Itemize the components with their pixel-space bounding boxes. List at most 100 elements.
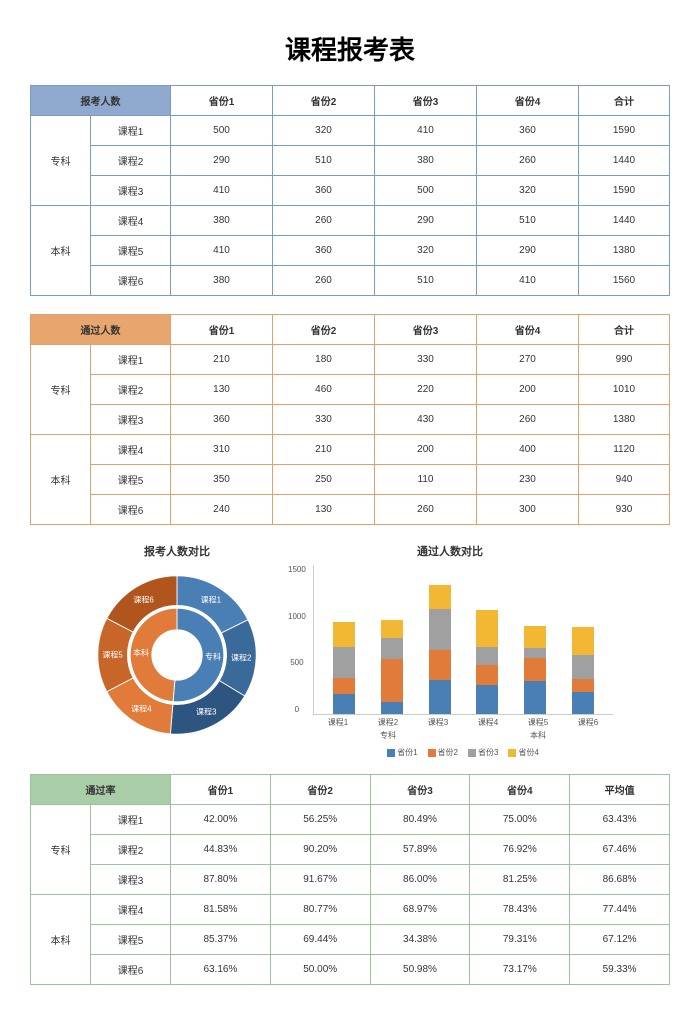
bar-segment (429, 585, 451, 609)
bar-column (522, 626, 548, 714)
cell: 85.37% (171, 925, 271, 955)
cell: 180 (273, 345, 375, 375)
cell: 510 (477, 206, 579, 236)
cell: 430 (375, 405, 477, 435)
cell: 87.80% (171, 865, 271, 895)
row-label: 课程2 (91, 835, 171, 865)
cell: 380 (171, 206, 273, 236)
bar-x-label: 课程3 (428, 717, 448, 728)
col-head: 合计 (579, 315, 670, 345)
bar-group-label: 本科 (463, 730, 613, 741)
legend-item: 省份3 (468, 747, 498, 758)
bar-segment (429, 650, 451, 681)
bar-segment (381, 638, 403, 659)
bar-segment (476, 610, 498, 647)
cell: 200 (375, 435, 477, 465)
charts-row: 报考人数对比 课程1课程2课程3课程4课程5课程6专科本科 通过人数对比 150… (30, 543, 670, 758)
cell: 410 (171, 236, 273, 266)
cell: 56.25% (270, 805, 370, 835)
col-head: 合计 (579, 86, 670, 116)
table-row: 课程33603304302601380 (31, 405, 670, 435)
cell: 63.43% (570, 805, 670, 835)
donut-slice-label: 课程1 (201, 595, 221, 606)
bar-segment (572, 679, 594, 691)
cell: 50.00% (270, 955, 370, 985)
col-head: 省份3 (370, 775, 470, 805)
row-category: 本科 (31, 435, 91, 525)
col-head: 省份1 (171, 775, 271, 805)
cell: 290 (171, 146, 273, 176)
table-row: 课程22905103802601440 (31, 146, 670, 176)
bar-x-label: 课程4 (478, 717, 498, 728)
cell: 69.44% (270, 925, 370, 955)
cell: 1590 (579, 176, 670, 206)
bar-segment (524, 681, 546, 714)
bar-segment (476, 665, 498, 685)
row-category: 本科 (31, 206, 91, 296)
bar-segment (333, 678, 355, 695)
table-row: 课程21304602202001010 (31, 375, 670, 405)
cell: 260 (273, 266, 375, 296)
row-label: 课程4 (91, 895, 171, 925)
row-label: 课程1 (91, 805, 171, 835)
table-row: 课程34103605003201590 (31, 176, 670, 206)
cell: 350 (171, 465, 273, 495)
cell: 360 (273, 236, 375, 266)
row-label: 课程3 (91, 176, 171, 206)
bar-chart: 通过人数对比 150010005000 课程1课程2课程3课程4课程5课程6 专… (287, 543, 613, 758)
table-header-label: 通过率 (31, 775, 171, 805)
bar-column (379, 620, 405, 714)
cell: 81.58% (171, 895, 271, 925)
bar-segment (476, 685, 498, 714)
bar-segment (572, 655, 594, 679)
table-row: 课程663.16%50.00%50.98%73.17%59.33% (31, 955, 670, 985)
table-header-label: 报考人数 (31, 86, 171, 116)
cell: 76.92% (470, 835, 570, 865)
cell: 940 (579, 465, 670, 495)
cell: 410 (375, 116, 477, 146)
cell: 320 (477, 176, 579, 206)
cell: 78.43% (470, 895, 570, 925)
cell: 360 (273, 176, 375, 206)
bar-y-tick: 500 (288, 658, 306, 667)
bar-x-label: 课程5 (528, 717, 548, 728)
table-row: 课程54103603202901380 (31, 236, 670, 266)
cell: 34.38% (370, 925, 470, 955)
bar-segment (333, 647, 355, 678)
cell: 80.77% (270, 895, 370, 925)
legend-item: 省份2 (428, 747, 458, 758)
cell: 290 (375, 206, 477, 236)
row-label: 课程3 (91, 865, 171, 895)
cell: 300 (477, 495, 579, 525)
row-label: 课程4 (91, 435, 171, 465)
row-category: 专科 (31, 116, 91, 206)
col-head: 省份3 (375, 315, 477, 345)
bar-segment (381, 620, 403, 639)
donut-slice-label: 课程2 (231, 652, 251, 663)
table-row: 专科课程1210180330270990 (31, 345, 670, 375)
row-label: 课程2 (91, 146, 171, 176)
legend-item: 省份1 (387, 747, 417, 758)
row-label: 课程5 (91, 236, 171, 266)
bar-segment (333, 694, 355, 714)
cell: 75.00% (470, 805, 570, 835)
col-head: 省份2 (270, 775, 370, 805)
table-passed: 通过人数省份1省份2省份3省份4合计专科课程1210180330270990课程… (30, 314, 670, 525)
cell: 1380 (579, 236, 670, 266)
table-row: 课程63802605104101560 (31, 266, 670, 296)
cell: 110 (375, 465, 477, 495)
cell: 1560 (579, 266, 670, 296)
bar-x-label: 课程2 (378, 717, 398, 728)
cell: 360 (477, 116, 579, 146)
legend-item: 省份4 (508, 747, 538, 758)
bar-segment (572, 627, 594, 655)
table-passrate: 通过率省份1省份2省份3省份4平均值专科课程142.00%56.25%80.49… (30, 774, 670, 985)
cell: 510 (375, 266, 477, 296)
cell: 330 (273, 405, 375, 435)
bar-segment (524, 648, 546, 658)
bar-column (331, 622, 357, 714)
bar-segment (429, 609, 451, 649)
bar-x-label: 课程6 (578, 717, 598, 728)
page-title: 课程报考表 (30, 30, 670, 67)
row-label: 课程5 (91, 925, 171, 955)
